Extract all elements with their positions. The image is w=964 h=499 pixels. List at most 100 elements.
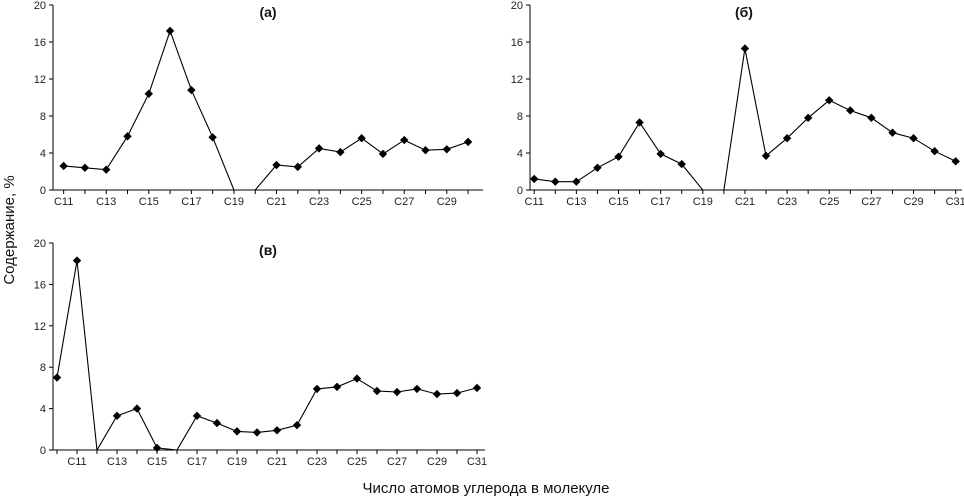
x-tick-label: C11 <box>525 196 544 208</box>
data-point <box>803 113 813 123</box>
y-tick-label: 12 <box>34 74 46 86</box>
data-point <box>52 373 62 382</box>
x-tick-label: C11 <box>67 456 86 468</box>
data-point <box>888 128 897 137</box>
chart-panel-2: 0 4 8 12 16 20 C11 C13 C15 C17 C19 C21 C23 C25 C27 C29 C… <box>511 0 964 208</box>
data-point <box>551 177 560 186</box>
data-point <box>208 133 217 142</box>
y-axis-title: Содержание, % <box>1 175 18 284</box>
data-point <box>312 384 322 394</box>
data-point <box>463 137 473 147</box>
data-point <box>472 383 482 393</box>
x-tick-label: C31 <box>467 456 487 468</box>
y-tick-label: 4 <box>40 404 46 416</box>
series-line <box>63 29 469 191</box>
data-point <box>677 159 686 169</box>
data-point <box>192 411 202 421</box>
data-point <box>232 427 242 436</box>
x-tick-label: C11 <box>54 196 73 208</box>
data-point <box>614 152 623 161</box>
x-tick-label: C13 <box>566 196 586 208</box>
x-tick-label: C13 <box>96 196 116 208</box>
data-point <box>314 144 324 153</box>
chart-panels: 0 4 8 12 16 20 C11 C13 C15 C17 C19 C21 C23 C25 C27 C29 (… <box>34 0 964 468</box>
data-point <box>80 163 90 172</box>
x-tick-label: C19 <box>227 456 247 468</box>
y-tick-label: 16 <box>511 37 523 49</box>
data-point <box>187 85 196 95</box>
x-tick-label: C15 <box>139 196 159 208</box>
data-point <box>635 118 644 127</box>
y-tick-label: 20 <box>34 0 46 12</box>
data-point <box>782 134 792 143</box>
x-tick-label: C29 <box>903 196 923 208</box>
data-point <box>825 96 834 105</box>
x-tick-label: C23 <box>777 196 797 208</box>
data-point <box>656 149 665 159</box>
data-point <box>930 146 939 156</box>
data-point <box>378 149 388 159</box>
data-point <box>442 145 452 154</box>
data-point <box>372 386 382 396</box>
y-tick-label: 8 <box>40 111 46 123</box>
data-point <box>452 388 462 398</box>
y-tick-label: 20 <box>34 238 46 250</box>
data-point <box>72 256 82 265</box>
data-point <box>165 26 175 36</box>
data-point <box>252 428 262 437</box>
y-tick-label: 4 <box>40 148 46 160</box>
data-point <box>332 382 342 392</box>
chart-panel-3: 0 4 8 12 16 20 C11 C13 C15 C17 C19 C21 C23 C25 C27 C29 C… <box>34 238 487 468</box>
panel-label: (в) <box>259 242 277 258</box>
x-tick-label: C29 <box>427 456 447 468</box>
data-point <box>123 132 132 141</box>
x-tick-label: C21 <box>266 196 286 208</box>
data-point <box>112 411 122 421</box>
data-point <box>292 420 302 430</box>
y-tick-label: 0 <box>40 445 46 457</box>
x-tick-label: C21 <box>735 196 755 208</box>
y-tick-label: 8 <box>40 362 46 374</box>
data-point <box>352 374 362 383</box>
x-tick-label: C27 <box>394 196 414 208</box>
panel-label: (б) <box>735 4 753 20</box>
x-axis-title: Число атомов углерода в молекуле <box>362 480 609 497</box>
x-tick-label: C17 <box>651 196 671 208</box>
data-point <box>357 134 366 143</box>
data-point <box>761 151 771 160</box>
y-tick-label: 12 <box>511 74 523 86</box>
x-tick-label: C21 <box>267 456 287 468</box>
data-point <box>132 404 142 413</box>
x-tick-label: C15 <box>608 196 628 208</box>
y-tick-label: 0 <box>517 185 523 197</box>
panel-label: (а) <box>259 4 276 20</box>
data-point <box>432 389 442 399</box>
x-tick-label: C15 <box>147 456 167 468</box>
x-tick-label: C17 <box>181 196 201 208</box>
data-point <box>909 134 918 143</box>
x-tick-label: C19 <box>693 196 713 208</box>
x-tick-label: C25 <box>819 196 839 208</box>
data-point <box>400 135 409 145</box>
data-point <box>951 157 960 166</box>
y-tick-label: 12 <box>34 321 46 333</box>
data-point <box>593 163 602 172</box>
data-point <box>293 162 303 172</box>
data-point <box>59 161 68 171</box>
x-tick-label: C27 <box>861 196 881 208</box>
y-tick-label: 0 <box>40 185 46 197</box>
x-tick-label: C19 <box>224 196 244 208</box>
x-tick-label: C17 <box>187 456 207 468</box>
y-tick-label: 20 <box>511 0 523 12</box>
data-point <box>421 146 430 155</box>
data-point <box>102 165 111 174</box>
data-point <box>412 384 422 394</box>
data-point <box>392 387 402 397</box>
y-tick-label: 16 <box>34 279 46 291</box>
data-point <box>212 418 222 428</box>
x-tick-label: C25 <box>347 456 367 468</box>
chart-panel-1: 0 4 8 12 16 20 C11 C13 C15 C17 C19 C21 C23 C25 C27 C29 (… <box>34 0 483 208</box>
data-point <box>272 426 282 435</box>
data-point <box>144 89 153 98</box>
